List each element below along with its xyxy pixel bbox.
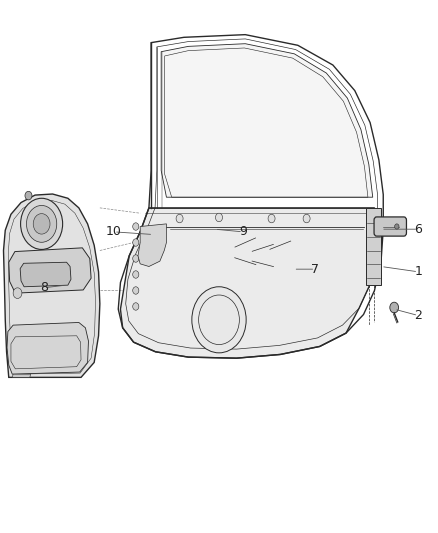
Circle shape — [133, 287, 139, 294]
Text: 6: 6 — [414, 223, 422, 236]
Circle shape — [395, 224, 399, 229]
Circle shape — [133, 303, 139, 310]
Polygon shape — [7, 322, 88, 374]
Text: 2: 2 — [414, 309, 422, 322]
Circle shape — [390, 302, 399, 313]
Circle shape — [21, 198, 63, 249]
Polygon shape — [4, 194, 100, 377]
Circle shape — [133, 239, 139, 246]
Circle shape — [303, 214, 310, 223]
Circle shape — [26, 205, 57, 243]
FancyBboxPatch shape — [374, 217, 406, 236]
Circle shape — [133, 271, 139, 278]
Polygon shape — [9, 248, 91, 293]
Circle shape — [25, 191, 32, 200]
Circle shape — [215, 213, 223, 222]
Circle shape — [133, 255, 139, 262]
Text: 7: 7 — [311, 263, 319, 276]
Polygon shape — [120, 208, 375, 358]
Polygon shape — [138, 224, 166, 266]
Text: 8: 8 — [40, 281, 48, 294]
Text: 9: 9 — [239, 225, 247, 238]
Polygon shape — [12, 374, 31, 377]
Circle shape — [176, 214, 183, 223]
Polygon shape — [20, 262, 71, 287]
Circle shape — [268, 214, 275, 223]
Circle shape — [13, 288, 22, 298]
Circle shape — [133, 223, 139, 230]
Circle shape — [192, 287, 246, 353]
Text: 1: 1 — [414, 265, 422, 278]
Text: 10: 10 — [106, 225, 122, 238]
Circle shape — [33, 214, 50, 234]
Polygon shape — [366, 208, 381, 285]
Polygon shape — [161, 44, 373, 197]
